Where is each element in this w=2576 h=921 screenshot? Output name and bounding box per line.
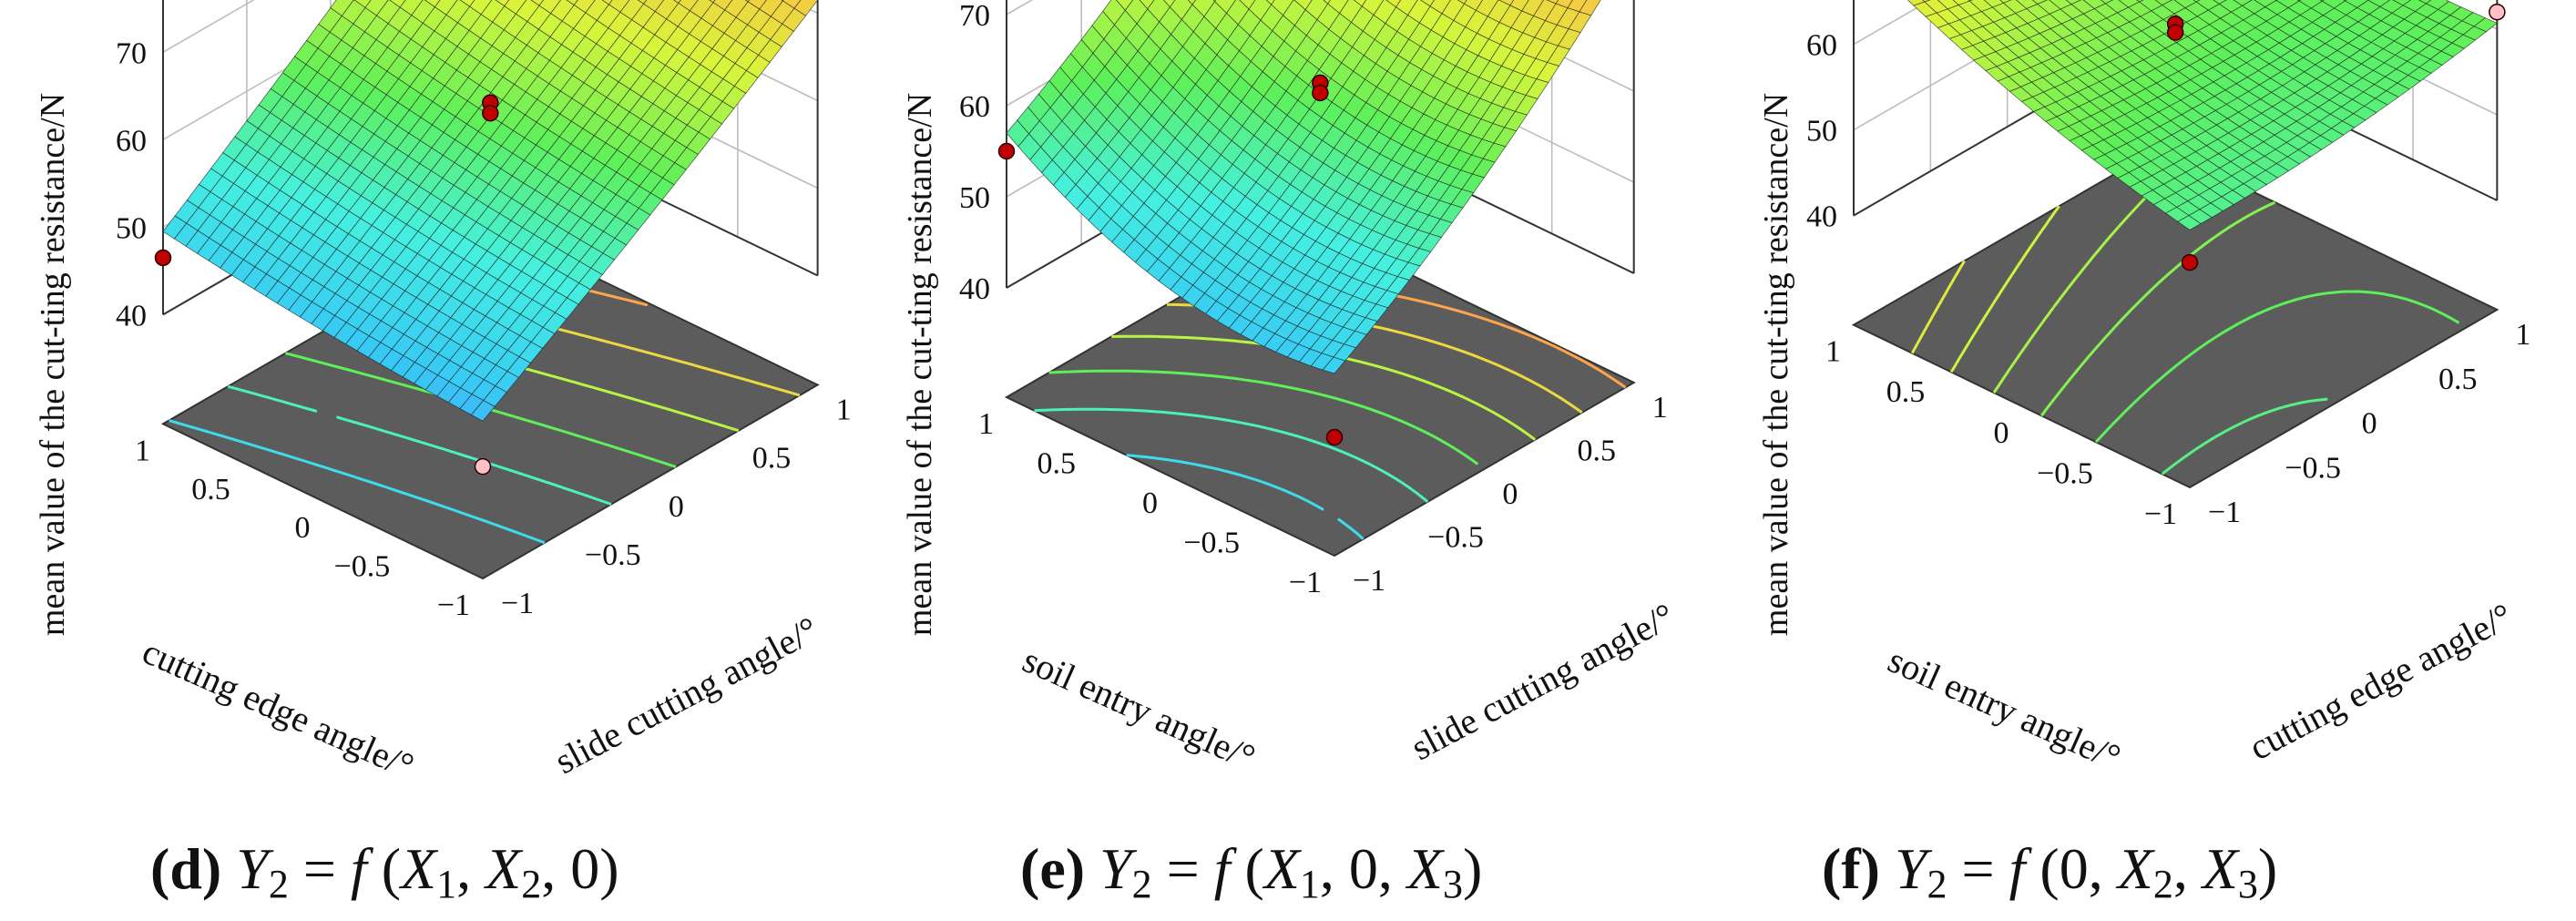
x-tick-label: 1 <box>836 394 852 427</box>
y-axis-label: soil entry angle/° <box>1882 639 2126 777</box>
caption-f: (f) Y2 = f (0, X2, X3) <box>1822 836 2277 906</box>
surface-patch <box>672 0 681 4</box>
caption-d: (d) Y2 = f (X1, X2, 0) <box>150 836 619 906</box>
y-tick-label: 0 <box>1142 486 1158 520</box>
z-tick-label: 50 <box>116 211 147 245</box>
x-tick-label: −0.5 <box>2285 451 2341 485</box>
y-tick-label: 1 <box>978 407 994 441</box>
contour-line <box>1910 260 1966 354</box>
y-tick-label: 0.5 <box>191 473 230 507</box>
design-point <box>1325 428 1344 446</box>
y-axis-label: soil entry angle/° <box>1017 639 1261 777</box>
x-tick-label: −1 <box>501 587 534 620</box>
design-point <box>154 249 172 267</box>
contour-line <box>227 384 612 506</box>
x-axis-label: slide cutting angle/° <box>548 609 825 782</box>
z-axis-label: mean value of the cut-ting resistance/N <box>1757 93 1795 636</box>
surface-patch <box>566 0 578 6</box>
surface-patch <box>470 400 496 422</box>
z-tick-label: 50 <box>1806 115 1837 148</box>
z-tick-label: 70 <box>959 0 990 33</box>
surface-patch <box>601 0 613 5</box>
surface-patch <box>1323 0 1331 5</box>
y-tick-label: 1 <box>135 434 150 467</box>
x-tick-label: −1 <box>1353 564 1385 598</box>
y-axis-label: cutting edge angle/° <box>137 630 420 786</box>
x-tick-label: 0.5 <box>2438 363 2478 396</box>
design-point <box>474 457 492 476</box>
x-tick-label: 1 <box>2515 318 2530 352</box>
contour-line <box>2040 200 2276 417</box>
surface-patch <box>2418 0 2432 5</box>
y-tick-label: 0.5 <box>1038 447 1077 481</box>
design-point <box>2489 3 2506 21</box>
x-tick-label: 0 <box>2362 407 2377 441</box>
response-surface <box>1906 0 2498 230</box>
contour-line <box>1048 369 1479 466</box>
surface-patch <box>2193 0 2201 3</box>
y-tick-label: −0.5 <box>2037 456 2093 490</box>
x-tick-label: 0.5 <box>1578 435 1617 468</box>
contour-floor <box>1851 146 2499 489</box>
design-point <box>1312 84 1329 102</box>
surface-patch <box>2213 0 2227 5</box>
x-tick-label: 1 <box>1652 391 1668 425</box>
contour-line <box>169 419 546 545</box>
y-tick-label: −1 <box>2144 497 2177 531</box>
x-tick-label: −0.5 <box>1427 521 1484 555</box>
z-axis-label: mean value of the cut-ting resistance/N <box>901 93 939 636</box>
x-tick-label: 0 <box>1502 477 1518 511</box>
y-tick-label: −1 <box>437 588 470 622</box>
design-point <box>997 142 1016 160</box>
z-tick-label: 50 <box>959 181 990 215</box>
z-tick-label: 40 <box>1806 200 1837 234</box>
surface-patch <box>637 0 648 5</box>
surface-patch <box>1322 356 1346 374</box>
contour-line <box>2161 397 2328 476</box>
x-axis-label: cutting edge angle/° <box>2243 595 2520 768</box>
y-tick-label: 0 <box>295 511 311 545</box>
y-tick-label: −1 <box>1289 566 1322 599</box>
y-tick-label: −0.5 <box>334 550 391 584</box>
z-tick-label: 40 <box>116 299 147 333</box>
surface-patch <box>1265 0 1275 5</box>
z-tick-label: 70 <box>116 36 147 70</box>
design-point <box>2181 253 2199 271</box>
contour-line <box>1126 454 1365 540</box>
response-surface <box>1006 0 1601 374</box>
y-tick-label: 0 <box>1994 416 2009 450</box>
x-tick-label: 0.5 <box>752 442 792 476</box>
x-tick-label: −1 <box>2208 496 2241 529</box>
response-surface <box>162 0 819 422</box>
x-tick-label: −0.5 <box>585 538 641 572</box>
x-axis-label: slide cutting angle/° <box>1405 595 1682 768</box>
x-tick-label: 0 <box>669 490 684 524</box>
z-tick-label: 60 <box>116 124 147 158</box>
design-point <box>482 104 499 122</box>
z-tick-label: 60 <box>959 90 990 124</box>
z-axis-label: mean value of the cut-ting resistance/N <box>34 93 72 636</box>
z-tick-label: 40 <box>959 272 990 306</box>
surface-patch <box>2177 215 2202 230</box>
y-tick-label: 0.5 <box>1886 375 1926 409</box>
surface-patch <box>1162 0 1176 8</box>
z-tick-label: 60 <box>1806 29 1837 63</box>
contour-line <box>2094 290 2460 444</box>
y-tick-label: −0.5 <box>1183 527 1240 560</box>
surface-patch <box>1187 0 1196 5</box>
design-point <box>2166 24 2184 41</box>
y-tick-label: 1 <box>1825 335 1841 369</box>
contour-line <box>1949 205 2060 374</box>
contour-line <box>1034 407 1429 504</box>
caption-e: (e) Y2 = f (X1, 0, X3) <box>1020 836 1482 906</box>
